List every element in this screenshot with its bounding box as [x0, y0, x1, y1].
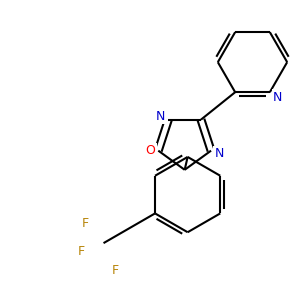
- Text: F: F: [82, 217, 89, 230]
- Text: N: N: [273, 91, 283, 104]
- Text: N: N: [214, 147, 224, 160]
- Text: O: O: [146, 144, 155, 157]
- Text: N: N: [156, 110, 165, 123]
- Text: F: F: [78, 244, 85, 258]
- Text: F: F: [112, 264, 119, 278]
